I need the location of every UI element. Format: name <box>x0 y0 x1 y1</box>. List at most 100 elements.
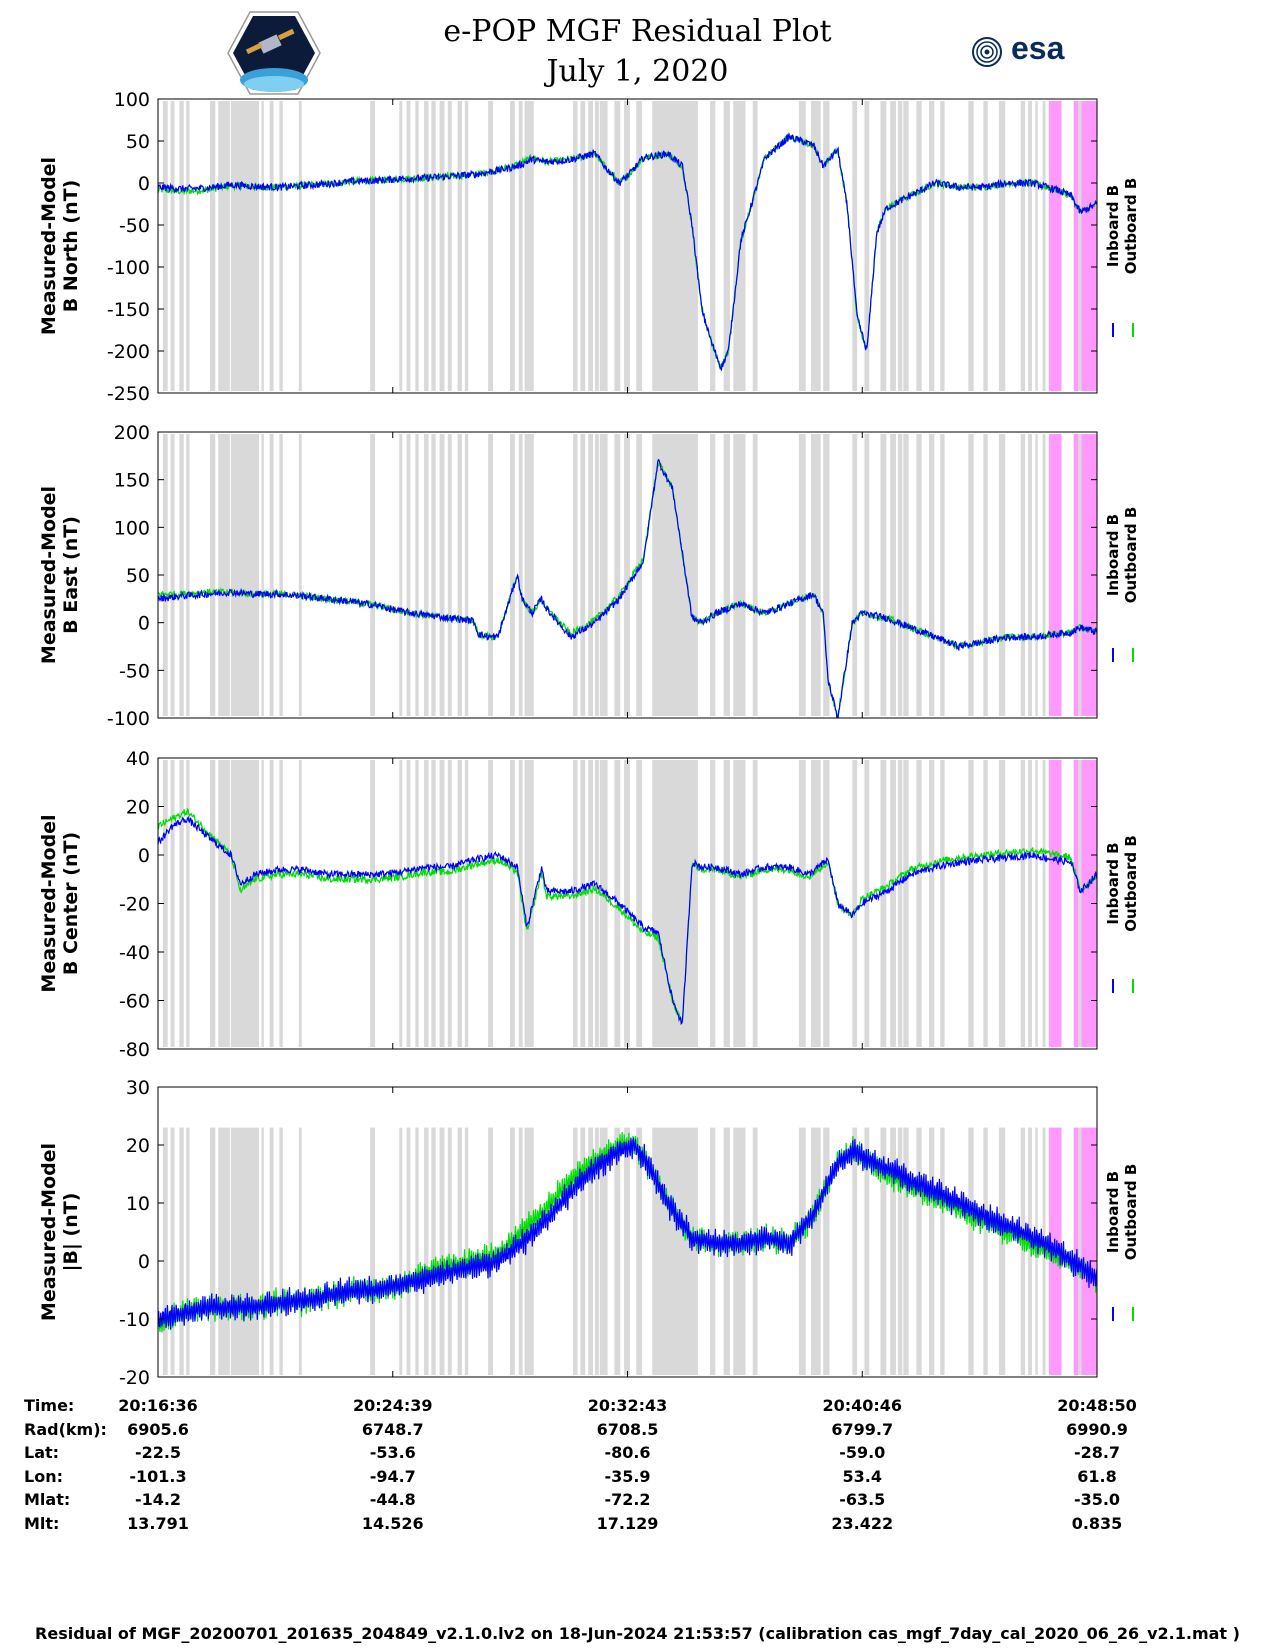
gap-shading <box>798 1127 806 1375</box>
info-cell: 6905.6 <box>127 1419 189 1439</box>
gap-shading <box>218 760 230 1047</box>
esa-logo <box>972 37 1002 67</box>
gap-shading <box>518 760 523 1047</box>
gap-shading <box>279 760 283 1047</box>
gap-shading <box>269 1127 274 1375</box>
gap-shading <box>447 760 452 1047</box>
gap-shading <box>652 434 698 716</box>
gap-shading <box>524 1127 534 1375</box>
gap-shading <box>723 101 730 391</box>
gap-shading <box>733 101 746 391</box>
info-row-label: Time: <box>24 1396 75 1415</box>
gap-shading <box>983 101 988 391</box>
info-cell: -59.0 <box>839 1443 886 1462</box>
gap-shading <box>599 1127 608 1375</box>
gap-shading <box>624 1127 630 1375</box>
y-axis-label-line1: Measured-Model <box>38 157 60 335</box>
y-tick-label: 100 <box>114 517 150 539</box>
info-cell: 6990.9 <box>1066 1419 1128 1439</box>
gap-shading <box>179 1127 184 1375</box>
gap-shading <box>170 760 175 1047</box>
gap-shading <box>1035 760 1038 1047</box>
gap-shading <box>983 1127 988 1375</box>
gap-shading <box>823 101 830 391</box>
info-cell: -35.9 <box>604 1466 651 1486</box>
y-tick-label: 150 <box>114 470 150 492</box>
gap-shading <box>424 101 429 391</box>
gap-shading <box>406 434 411 716</box>
gap-shading <box>431 101 436 391</box>
gap-shading <box>811 434 821 716</box>
gap-shading <box>594 434 599 716</box>
y-tick-label: -100 <box>107 708 150 730</box>
gap-shading <box>573 101 578 391</box>
flag-shading <box>1073 1127 1079 1375</box>
gap-shading <box>614 1127 621 1375</box>
gap-shading <box>406 760 411 1047</box>
gap-shading <box>431 760 436 1047</box>
gap-shading <box>599 760 608 1047</box>
gap-shading <box>811 760 821 1047</box>
gap-shading <box>218 434 230 716</box>
gap-shading <box>510 434 515 716</box>
gap-shading <box>162 434 168 716</box>
flag-shading <box>1048 101 1062 391</box>
info-row-label: Lon: <box>24 1466 63 1486</box>
y-tick-label: -20 <box>119 1367 150 1389</box>
gap-shading <box>599 434 608 716</box>
gap-shading <box>998 434 1006 716</box>
info-cell: 20:16:36 <box>118 1396 198 1415</box>
info-row-label: Mlat: <box>24 1490 71 1509</box>
gap-shading <box>798 434 806 716</box>
gap-shading <box>929 101 935 391</box>
y-tick-label: -250 <box>107 383 150 405</box>
gap-shading <box>439 1127 445 1375</box>
gap-shading <box>624 760 630 1047</box>
gap-shading <box>269 760 274 1047</box>
panel-2: 200 150 100 50 0 -50 -100 Measured-ModelB East … <box>38 422 1140 730</box>
gap-shading <box>588 434 594 716</box>
gap-shading <box>415 760 419 1047</box>
gap-shading <box>636 101 643 391</box>
info-cell: -94.7 <box>369 1466 416 1486</box>
gap-shading <box>464 434 469 716</box>
flag-shading <box>1048 760 1062 1047</box>
gap-shading <box>186 101 190 391</box>
gap-shading <box>298 760 302 1047</box>
gap-shading <box>890 434 896 716</box>
gap-shading <box>968 760 974 1047</box>
y-axis-label-line2: B Center (nT) <box>60 832 82 975</box>
gap-shading <box>447 101 452 391</box>
gap-shading <box>1035 101 1038 391</box>
gap-shading <box>897 760 903 1047</box>
info-cell: -72.2 <box>604 1490 651 1509</box>
gap-shading <box>864 1127 870 1375</box>
gap-shading <box>588 760 594 1047</box>
gap-shading <box>464 101 469 391</box>
gap-shading <box>279 434 283 716</box>
panel-1: 100 50 0 -50 -100 -150 -200 -250 Measured-ModelB… <box>38 89 1140 405</box>
info-row-label: Lat: <box>24 1443 60 1462</box>
gap-shading <box>186 434 190 716</box>
gap-shading <box>524 434 534 716</box>
gap-shading <box>710 760 716 1047</box>
plot-date: July 1, 2020 <box>546 54 729 89</box>
gap-shading <box>439 434 445 716</box>
gap-shading <box>1028 760 1032 1047</box>
gap-shading <box>890 760 896 1047</box>
info-cell: 61.8 <box>1077 1466 1117 1486</box>
gap-shading <box>186 1127 190 1375</box>
gap-shading <box>588 1127 594 1375</box>
info-cell: 20:24:39 <box>352 1396 433 1415</box>
gap-shading <box>464 760 469 1047</box>
gap-shading <box>929 1127 935 1375</box>
gap-shading <box>179 760 184 1047</box>
gap-shading <box>573 1127 578 1375</box>
gap-shading <box>370 101 376 391</box>
gap-shading <box>752 101 758 391</box>
gap-shading <box>580 1127 586 1375</box>
y-tick-label: 10 <box>126 1193 150 1215</box>
inboard-series-line <box>157 815 1098 1025</box>
gap-shading <box>269 434 274 716</box>
gap-shading <box>518 1127 523 1375</box>
